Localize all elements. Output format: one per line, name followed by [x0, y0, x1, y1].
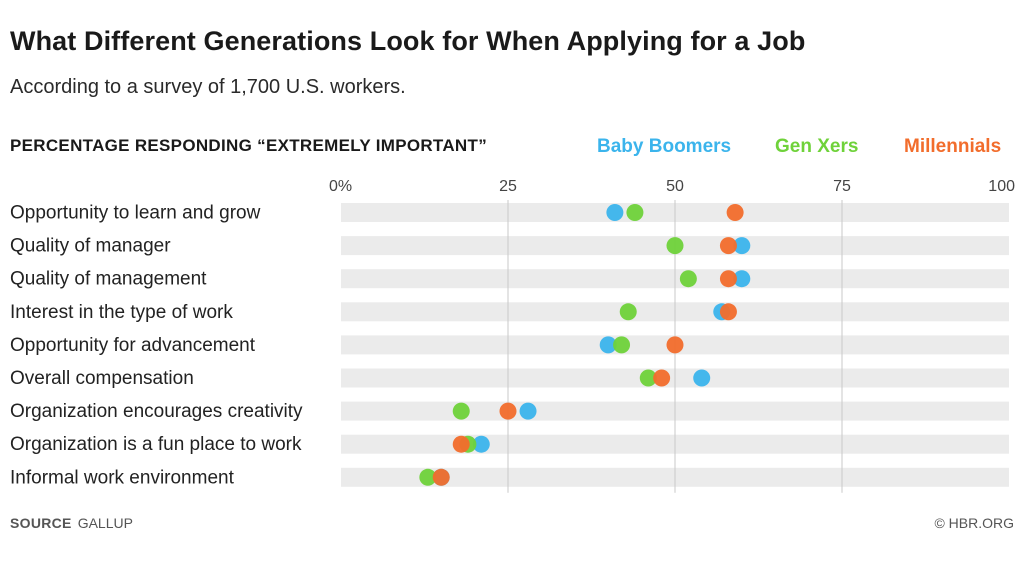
category-label: Opportunity for advancement [10, 335, 256, 356]
legend-gen-xers: Gen Xers [775, 136, 859, 157]
x-tick-label: 0% [329, 178, 352, 195]
category-label: Quality of manager [10, 236, 171, 257]
data-point [472, 435, 490, 453]
data-point [653, 369, 671, 387]
data-point [719, 237, 737, 255]
data-point [419, 468, 437, 486]
legend-millennials: Millennials [904, 136, 1002, 157]
data-point [452, 402, 470, 420]
chart-title: What Different Generations Look for When… [10, 26, 806, 56]
x-tick-label: 50 [666, 178, 684, 195]
source-note: SOURCE GALLUP [10, 515, 133, 531]
y-axis-label: PERCENTAGE RESPONDING “EXTREMELY IMPORTA… [10, 136, 487, 155]
data-point [626, 204, 644, 221]
data-point [452, 435, 470, 453]
data-point [666, 237, 684, 255]
data-point [619, 303, 637, 321]
data-point [519, 402, 537, 420]
data-point [733, 237, 751, 255]
data-point [719, 270, 737, 288]
credit: © HBR.ORG [934, 515, 1014, 531]
category-label: Informal work environment [10, 467, 235, 488]
data-point [599, 336, 617, 354]
category-label: Overall compensation [10, 368, 194, 389]
source-value: GALLUP [77, 515, 133, 531]
category-label: Opportunity to learn and grow [10, 203, 261, 224]
data-point [606, 204, 624, 221]
x-tick-label: 100 [988, 178, 1015, 195]
category-label: Interest in the type of work [10, 302, 233, 323]
data-point [679, 270, 697, 288]
chart-subtitle: According to a survey of 1,700 U.S. work… [10, 76, 406, 98]
category-label: Quality of management [10, 269, 207, 290]
category-label: Organization is a fun place to work [10, 434, 302, 455]
data-point [432, 468, 450, 486]
data-point [499, 402, 517, 420]
source-key: SOURCE [10, 515, 72, 531]
data-point [639, 369, 657, 387]
data-point [666, 336, 684, 354]
x-tick-label: 75 [833, 178, 851, 195]
x-tick-label: 25 [499, 178, 517, 195]
legend-baby-boomers: Baby Boomers [597, 136, 732, 157]
data-point [719, 303, 737, 321]
data-point [733, 270, 751, 288]
data-point [613, 336, 631, 354]
data-point [726, 204, 744, 221]
data-point [693, 369, 711, 387]
category-label: Organization encourages creativity [10, 401, 303, 422]
